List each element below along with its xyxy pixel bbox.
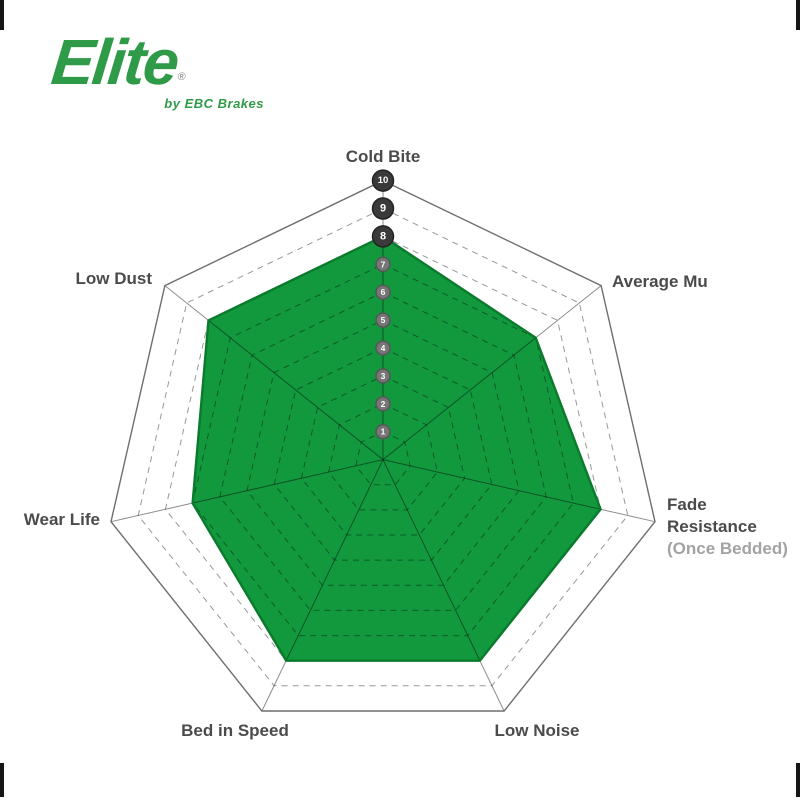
axis-label-low-dust: Low Dust (75, 269, 153, 288)
brand-tagline: by EBC Brakes (164, 96, 264, 111)
axis-label-cold-bite: Cold Bite (345, 147, 421, 166)
grid-spoke-4 (261, 459, 384, 712)
grid-ring-9 (137, 207, 629, 687)
grid-spoke-6 (164, 285, 384, 460)
scale-badge-3 (375, 368, 391, 384)
scale-badge-label-5: 5 (381, 315, 386, 325)
brand-logo: Elite® by EBC Brakes (48, 26, 272, 135)
scale-badge-label-6: 6 (381, 287, 386, 297)
scale-badge-label-7: 7 (381, 259, 386, 269)
data-polygon-outline (191, 235, 602, 662)
scale-badge-label-9: 9 (380, 203, 386, 215)
axis-label-low-noise: Low Noise (494, 721, 580, 740)
axis-label-fade-resistance-main: Fade Resistance (667, 495, 757, 536)
axis-label-average-mu: Average Mu (612, 272, 708, 291)
grid-ring-2 (328, 403, 438, 511)
grid-ring-3 (300, 375, 466, 536)
photo-corner-mark-top-left (0, 0, 4, 30)
scale-badge-8 (371, 225, 395, 248)
scale-badge-2 (375, 396, 391, 412)
grid-spoke-1 (382, 285, 602, 460)
scale-badges: 10 9 8 7 6 5 4 3 2 1 (371, 169, 395, 440)
grid-spoke-5 (110, 459, 384, 523)
scale-badge-label-4: 4 (381, 343, 386, 353)
grid-spokes (110, 180, 656, 712)
axis-label-bed-in-speed: Bed in Speed (181, 721, 289, 740)
grid-ring-4 (273, 347, 493, 561)
axis-label-fade-resistance-sub: (Once Bedded) (667, 539, 788, 558)
photo-corner-mark-top-right (796, 0, 800, 30)
grid-spoke-2 (382, 459, 656, 523)
scale-badge-7 (375, 256, 391, 273)
grid-ring-5 (246, 319, 520, 586)
grid-spoke-3 (382, 459, 505, 712)
grid-rings (137, 207, 629, 687)
photo-corner-mark-bottom-right (796, 763, 800, 797)
scale-badge-label-2: 2 (381, 399, 386, 409)
grid-ring-8 (164, 235, 602, 662)
photo-corner-mark-bottom-left (0, 763, 4, 797)
grid-ring-6 (219, 291, 547, 611)
scale-badge-6 (375, 284, 391, 300)
outer-ring (110, 179, 656, 712)
scale-badge-label-10: 10 (378, 175, 389, 186)
scale-badge-label-3: 3 (381, 371, 386, 381)
scale-badge-9 (371, 197, 395, 220)
scale-badge-label-8: 8 (380, 230, 386, 242)
scale-badge-4 (375, 340, 391, 356)
scale-badge-5 (375, 312, 391, 328)
axis-label-wear-life: Wear Life (23, 510, 100, 529)
scale-badge-1 (375, 423, 391, 440)
axis-label-fade-resistance: Fade Resistance (Once Bedded) (667, 494, 797, 560)
scale-badge-label-1: 1 (381, 427, 386, 437)
scale-badge-10 (371, 169, 395, 192)
